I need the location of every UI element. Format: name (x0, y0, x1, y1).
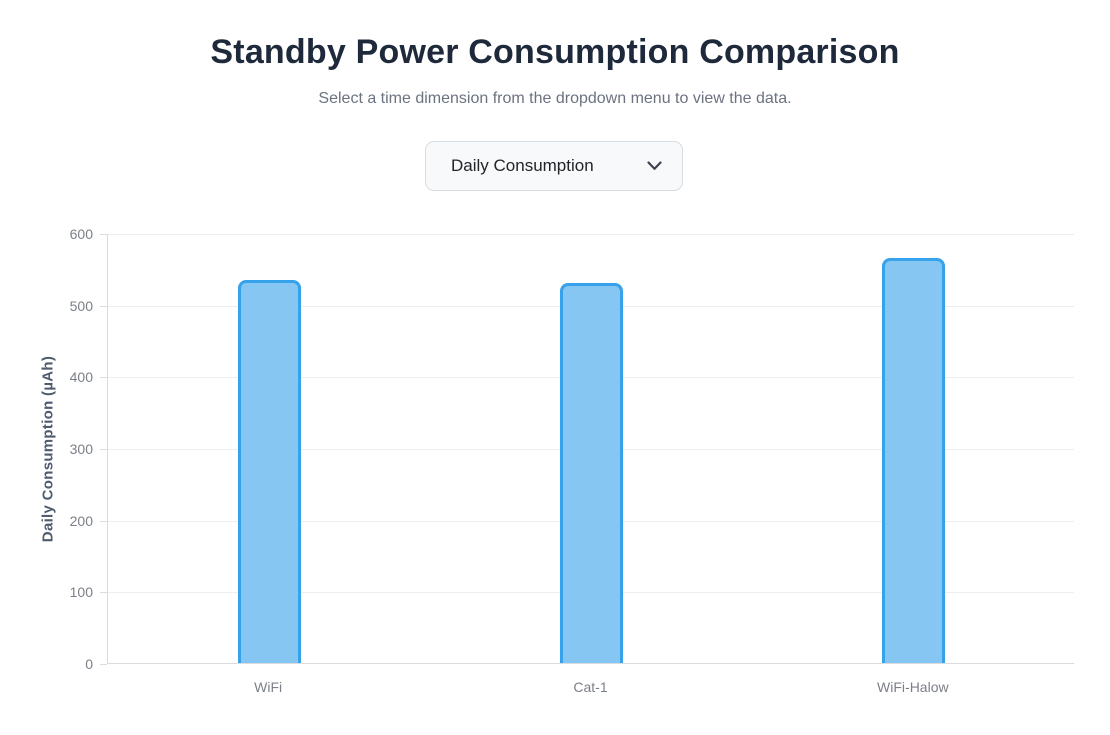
y-tick-label-100: 100 (69, 584, 93, 601)
page-title: Standby Power Consumption Comparison (210, 33, 900, 71)
chevron-down-icon (647, 161, 662, 170)
y-tick-mark-200 (100, 520, 107, 522)
x-tick-label-wifi: WiFi (254, 679, 283, 695)
y-tick-mark-500 (100, 305, 107, 307)
y-tick-mark-600 (100, 234, 107, 235)
y-tick-label-500: 500 (69, 297, 93, 314)
y-tick-mark-300 (100, 449, 107, 450)
y-tick-mark-100 (100, 592, 107, 594)
y-tick-mark-400 (100, 377, 107, 379)
bar-wifi[interactable] (237, 279, 301, 663)
y-tick-mark-0 (100, 664, 107, 665)
bar-cat-1[interactable] (560, 283, 623, 663)
y-tick-label-400: 400 (69, 369, 93, 386)
time-dimension-selected-value: Daily Consumption (451, 156, 594, 175)
plot-area (107, 234, 1074, 664)
bar-wifi-halow[interactable] (882, 258, 946, 663)
page-subtitle: Select a time dimension from the dropdow… (318, 90, 792, 107)
y-tick-label-600: 600 (69, 226, 93, 242)
x-tick-label-cat-1: Cat-1 (573, 679, 608, 695)
gridline-y-600 (108, 234, 1074, 235)
y-tick-label-200: 200 (69, 512, 93, 529)
time-dimension-select[interactable]: Daily Consumption (425, 141, 683, 191)
y-tick-label-0: 0 (85, 656, 93, 672)
x-tick-label-wifi-halow: WiFi-Halow (877, 679, 949, 695)
y-tick-label-300: 300 (69, 441, 93, 457)
